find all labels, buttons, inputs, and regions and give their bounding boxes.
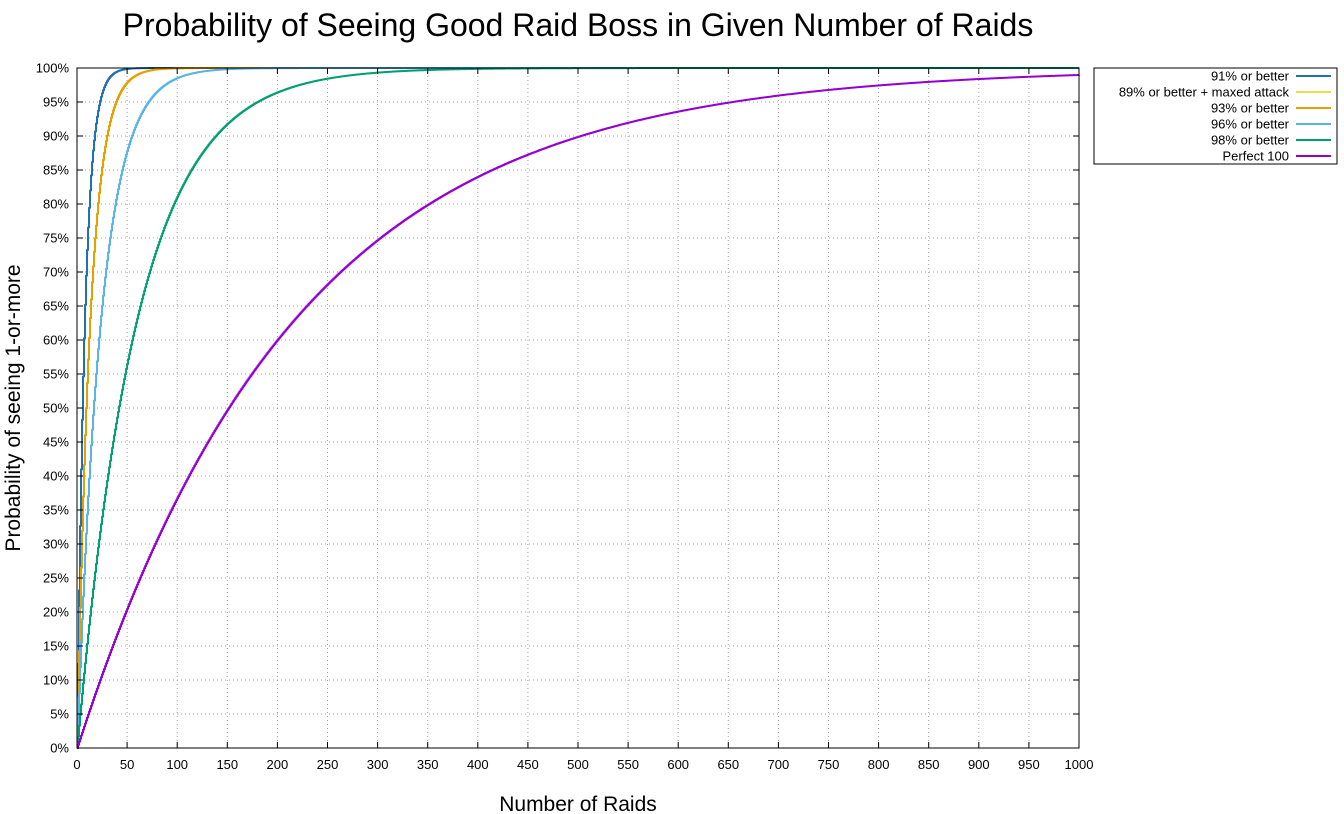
y-tick-label: 10% [43,673,69,688]
x-tick-label: 650 [717,757,739,772]
y-tick-label: 40% [43,469,69,484]
legend-entry-label: 89% or better + maxed attack [1119,85,1290,100]
y-tick-label: 60% [43,333,69,348]
x-tick-label: 250 [317,757,339,772]
chart-title: Probability of Seeing Good Raid Boss in … [123,7,1034,43]
y-tick-label: 65% [43,299,69,314]
y-tick-label: 90% [43,129,69,144]
y-tick-label: 5% [50,707,69,722]
legend-entry-label: 98% or better [1211,133,1290,148]
x-tick-label: 500 [567,757,589,772]
y-axis-label: Probability of seeing 1-or-more [2,264,25,551]
y-tick-label: 45% [43,435,69,450]
x-ticks: 0 50 100 150 200 250 300 350 400 450 500 550 600 650 7… [73,68,1093,772]
y-tick-label: 15% [43,639,69,654]
legend-entry-label: Perfect 100 [1223,149,1290,164]
x-tick-label: 800 [868,757,890,772]
y-tick-label: 25% [43,571,69,586]
y-tick-label: 0% [50,741,69,756]
series-line-6 [77,74,1080,749]
x-tick-label: 750 [818,757,840,772]
x-tick-label: 400 [467,757,489,772]
y-ticks: 0% 5% 10% 15% 20% 25% 30% 35% 40% 45% 50% 55% 60% 65%… [36,61,1079,756]
x-tick-label: 350 [417,757,439,772]
x-tick-label: 900 [968,757,990,772]
y-tick-label: 20% [43,605,69,620]
x-tick-label: 850 [918,757,940,772]
legend-entry-label: 91% or better [1211,69,1290,84]
x-tick-label: 50 [120,757,134,772]
y-tick-label: 55% [43,367,69,382]
grid [77,68,1079,748]
y-tick-label: 50% [43,401,69,416]
legend-box [1093,67,1338,165]
x-tick-label: 950 [1018,757,1040,772]
x-tick-label: 200 [267,757,289,772]
legend-entry-label: 96% or better [1211,117,1290,132]
y-tick-label: 100% [36,61,70,76]
x-tick-label: 600 [667,757,689,772]
y-tick-label: 30% [43,537,69,552]
y-tick-label: 70% [43,265,69,280]
y-tick-label: 75% [43,231,69,246]
legend-entry-label: 93% or better [1211,101,1290,116]
x-tick-label: 150 [216,757,238,772]
x-tick-label: 100 [166,757,188,772]
y-tick-label: 80% [43,197,69,212]
y-tick-label: 85% [43,163,69,178]
x-tick-label: 0 [73,757,80,772]
y-tick-label: 35% [43,503,69,518]
y-tick-label: 95% [43,95,69,110]
x-tick-label: 300 [367,757,389,772]
x-axis-label: Number of Raids [499,793,657,814]
x-tick-label: 550 [617,757,639,772]
x-tick-label: 1000 [1065,757,1094,772]
x-tick-label: 700 [768,757,790,772]
x-tick-label: 450 [517,757,539,772]
